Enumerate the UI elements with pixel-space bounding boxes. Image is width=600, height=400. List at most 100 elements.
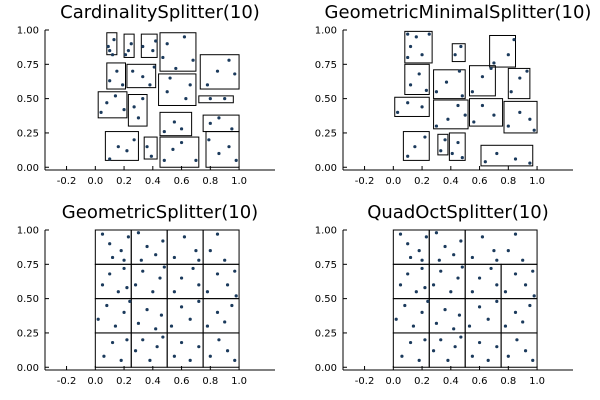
x-tick-label: 0.0 (385, 176, 401, 187)
panel-title: QuadOctSplitter(10) (367, 202, 549, 223)
x-tick-label: 1.0 (529, 176, 545, 187)
data-point (513, 310, 518, 314)
data-point (486, 358, 490, 362)
y-tick-label: 0.50 (315, 94, 337, 105)
data-point (420, 53, 424, 57)
data-point (184, 97, 188, 101)
x-tick-label: 0.2 (414, 376, 430, 387)
data-point (528, 117, 532, 121)
data-point (423, 338, 427, 342)
panel-geometric-splitter: GeometricSplitter(10) -0.2 0.0 0.2 0.4 0.6 0.… (17, 202, 275, 387)
data-point (450, 151, 454, 156)
data-point (141, 338, 145, 342)
data-point (512, 38, 516, 42)
data-point (417, 248, 421, 253)
data-point (154, 253, 158, 257)
data-point (492, 113, 496, 117)
data-point (403, 303, 407, 308)
x-tick-label: 0.6 (472, 176, 488, 187)
data-point (115, 69, 119, 73)
x-tick-label: 0.2 (116, 176, 132, 187)
data-point (172, 255, 176, 260)
data-point (417, 358, 421, 362)
data-point (406, 32, 410, 36)
data-point (470, 290, 474, 294)
data-point (521, 320, 525, 324)
data-point (145, 308, 149, 312)
panel-geometric-minimal-splitter: GeometricMinimalSplitter(10) -0.2 0.0 0.2 0… (315, 2, 592, 187)
data-point (398, 232, 403, 236)
data-point (420, 266, 424, 271)
data-point (108, 157, 112, 161)
data-point (105, 101, 109, 105)
y-tick-label: 0.00 (315, 363, 337, 374)
data-point (182, 235, 187, 239)
data-point (197, 299, 201, 303)
partition-box (198, 95, 234, 104)
data-point (509, 90, 513, 94)
x-tick-label: 0.0 (87, 176, 103, 187)
data-point (110, 340, 115, 345)
data-point (456, 276, 460, 280)
data-point (470, 255, 474, 260)
data-point (489, 266, 493, 271)
data-point (119, 248, 123, 253)
x-tick-label: 0.6 (472, 376, 488, 387)
data-point (126, 48, 130, 53)
data-point (398, 283, 403, 287)
data-point (233, 269, 237, 273)
data-point (528, 161, 532, 165)
data-point (456, 103, 460, 108)
partition-box (437, 133, 449, 156)
data-point (234, 158, 238, 162)
data-point (132, 138, 136, 142)
partition-box (159, 32, 197, 72)
data-point (531, 358, 535, 362)
y-tick-label: 0.50 (17, 94, 39, 105)
data-point (172, 354, 176, 358)
data-point (205, 83, 210, 87)
data-point (161, 239, 165, 243)
y-tick-label: 0.25 (17, 128, 39, 139)
data-point (152, 65, 156, 69)
data-point (417, 72, 421, 76)
data-point (459, 44, 463, 49)
partition-box (97, 91, 128, 119)
data-point (148, 83, 152, 87)
x-tick-label: 0.4 (145, 376, 161, 387)
data-point (234, 294, 238, 298)
data-point (406, 55, 410, 60)
data-point (172, 120, 176, 124)
partition-box (159, 111, 193, 137)
data-point (446, 117, 450, 121)
partition-box (448, 132, 466, 161)
y-tick-label: 0.50 (17, 294, 39, 305)
panel-cardinality-splitter: CardinalitySplitter(10) -0.2 0.0 0.2 0.4 0.6… (17, 2, 275, 187)
data-point (434, 231, 439, 235)
data-point (188, 358, 192, 362)
y-tick-label: 0.00 (17, 163, 39, 174)
data-point (131, 69, 135, 73)
partition-box (394, 96, 430, 117)
data-point (227, 58, 231, 62)
data-point (525, 69, 529, 73)
data-point (182, 35, 187, 39)
y-tick-label: 0.50 (315, 294, 337, 305)
data-point (528, 303, 532, 308)
data-point (197, 345, 201, 349)
partition-box (127, 94, 148, 127)
data-point (513, 157, 518, 161)
data-point (162, 129, 166, 134)
x-tick-label: 0.0 (385, 376, 401, 387)
data-point (453, 345, 457, 349)
data-point (123, 53, 128, 57)
data-point (446, 358, 450, 362)
data-point (223, 97, 227, 101)
y-tick-label: 0.00 (17, 363, 39, 374)
data-point (122, 258, 126, 262)
data-point (141, 44, 145, 49)
data-point (125, 338, 129, 342)
data-point (113, 324, 118, 328)
y-tick-label: 1.00 (315, 226, 337, 237)
